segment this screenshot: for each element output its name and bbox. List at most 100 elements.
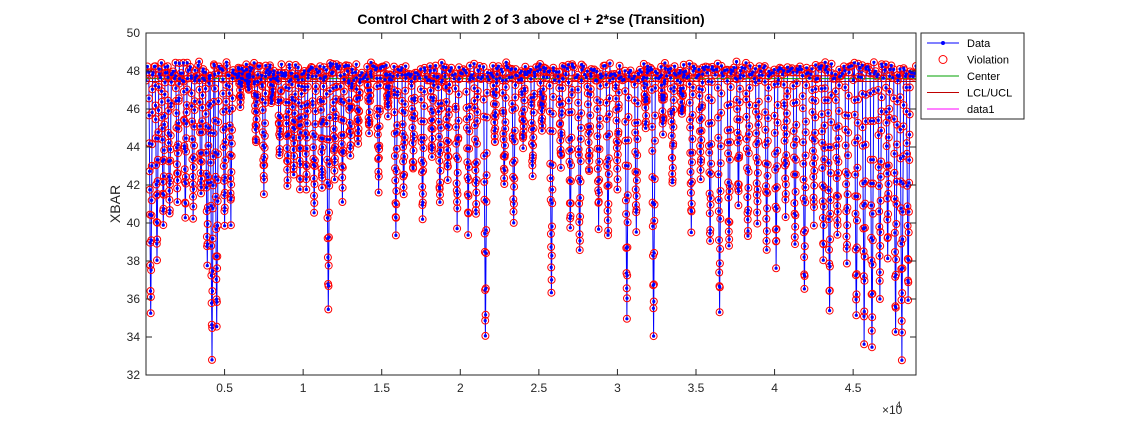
data-point — [728, 184, 732, 188]
data-point — [643, 92, 647, 96]
violation-marker — [688, 148, 697, 157]
violation-marker — [252, 136, 261, 145]
data-point — [645, 71, 649, 75]
data-point — [905, 184, 909, 188]
y-tick-label: 40 — [127, 216, 141, 230]
data-point — [731, 69, 735, 73]
data-point — [691, 85, 695, 89]
data-point — [328, 89, 332, 93]
data-point — [443, 75, 447, 79]
data-point — [569, 201, 573, 205]
data-point — [719, 64, 724, 68]
violation-marker — [147, 196, 156, 205]
data-point — [739, 69, 743, 73]
data-point — [532, 92, 536, 96]
data-point — [550, 224, 554, 229]
violation-marker — [311, 107, 320, 116]
data-point — [847, 70, 851, 74]
data-point — [757, 100, 761, 104]
data-point — [792, 155, 796, 160]
data-point — [436, 102, 440, 106]
data-point — [156, 179, 160, 183]
data-point — [690, 137, 695, 141]
violation-marker — [282, 113, 291, 121]
data-point — [698, 144, 702, 148]
data-point — [907, 210, 911, 214]
violation-marker — [648, 222, 657, 231]
violation-marker — [528, 172, 537, 181]
data-point — [271, 84, 275, 88]
data-point — [401, 185, 406, 189]
violation-marker — [472, 158, 481, 167]
data-point — [823, 86, 827, 90]
data-point — [185, 61, 189, 65]
data-point — [765, 248, 769, 252]
violation-marker — [883, 215, 892, 224]
data-point — [185, 110, 189, 114]
violation-marker — [182, 119, 191, 128]
data-point — [328, 61, 332, 65]
data-point — [863, 254, 867, 259]
data-point — [501, 91, 505, 95]
violation-marker — [831, 87, 840, 96]
data-point — [828, 264, 832, 269]
violation-marker — [859, 201, 868, 210]
data-point — [835, 204, 839, 208]
violation-marker — [311, 120, 320, 129]
data-point — [299, 92, 304, 96]
data-point — [320, 167, 324, 171]
data-point — [421, 161, 425, 165]
data-point — [636, 72, 641, 76]
data-point — [286, 154, 290, 158]
data-point — [898, 95, 902, 99]
data-point — [837, 137, 841, 141]
data-point — [491, 83, 496, 88]
data-point — [791, 84, 795, 88]
data-point — [653, 177, 657, 181]
plot-frame — [145, 32, 917, 376]
data-point — [834, 89, 838, 93]
x-tick-label: 4 — [771, 381, 778, 395]
data-point — [430, 145, 434, 149]
data-point — [763, 110, 767, 114]
data-point — [558, 121, 562, 125]
violation-marker — [576, 157, 585, 166]
data-point — [727, 237, 731, 241]
violation-marker — [752, 179, 761, 188]
data-point — [700, 81, 705, 85]
data-point — [871, 119, 876, 123]
violation-marker — [190, 122, 199, 131]
violation-marker — [384, 112, 392, 121]
data-point — [177, 82, 181, 86]
data-point — [147, 113, 151, 117]
data-point — [878, 297, 882, 301]
data-point — [764, 217, 768, 221]
violation-marker — [324, 261, 333, 270]
violation-marker — [453, 155, 462, 163]
data-point — [239, 93, 243, 97]
violation-marker — [400, 152, 409, 161]
data-point — [783, 139, 787, 143]
violation-marker — [190, 106, 199, 114]
data-point — [340, 175, 344, 180]
data-point — [713, 73, 717, 77]
data-point — [835, 176, 839, 180]
data-point — [491, 75, 495, 79]
data-point — [550, 278, 554, 282]
data-point — [782, 83, 786, 87]
violation-marker — [819, 240, 828, 249]
data-point — [846, 173, 850, 177]
violation-marker — [650, 216, 659, 225]
data-point — [312, 201, 316, 205]
data-point — [261, 158, 265, 162]
data-point — [328, 116, 332, 120]
data-point — [627, 96, 631, 100]
data-point — [717, 238, 721, 242]
data-point — [697, 94, 702, 98]
violation-marker — [892, 140, 901, 149]
data-point — [206, 205, 210, 209]
violation-marker — [283, 157, 292, 166]
data-point — [350, 67, 354, 71]
violation-marker — [834, 122, 843, 131]
violation-marker — [789, 141, 798, 149]
